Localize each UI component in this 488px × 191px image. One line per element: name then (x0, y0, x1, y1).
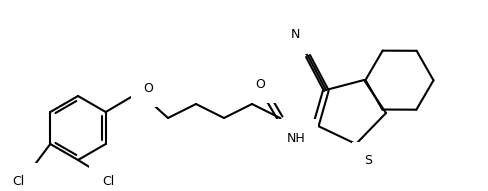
Text: Cl: Cl (102, 175, 114, 188)
Text: O: O (255, 78, 265, 91)
Text: O: O (143, 82, 153, 95)
Text: S: S (364, 154, 372, 167)
Text: NH: NH (286, 131, 305, 145)
Text: N: N (290, 28, 300, 41)
Text: Cl: Cl (12, 175, 24, 188)
